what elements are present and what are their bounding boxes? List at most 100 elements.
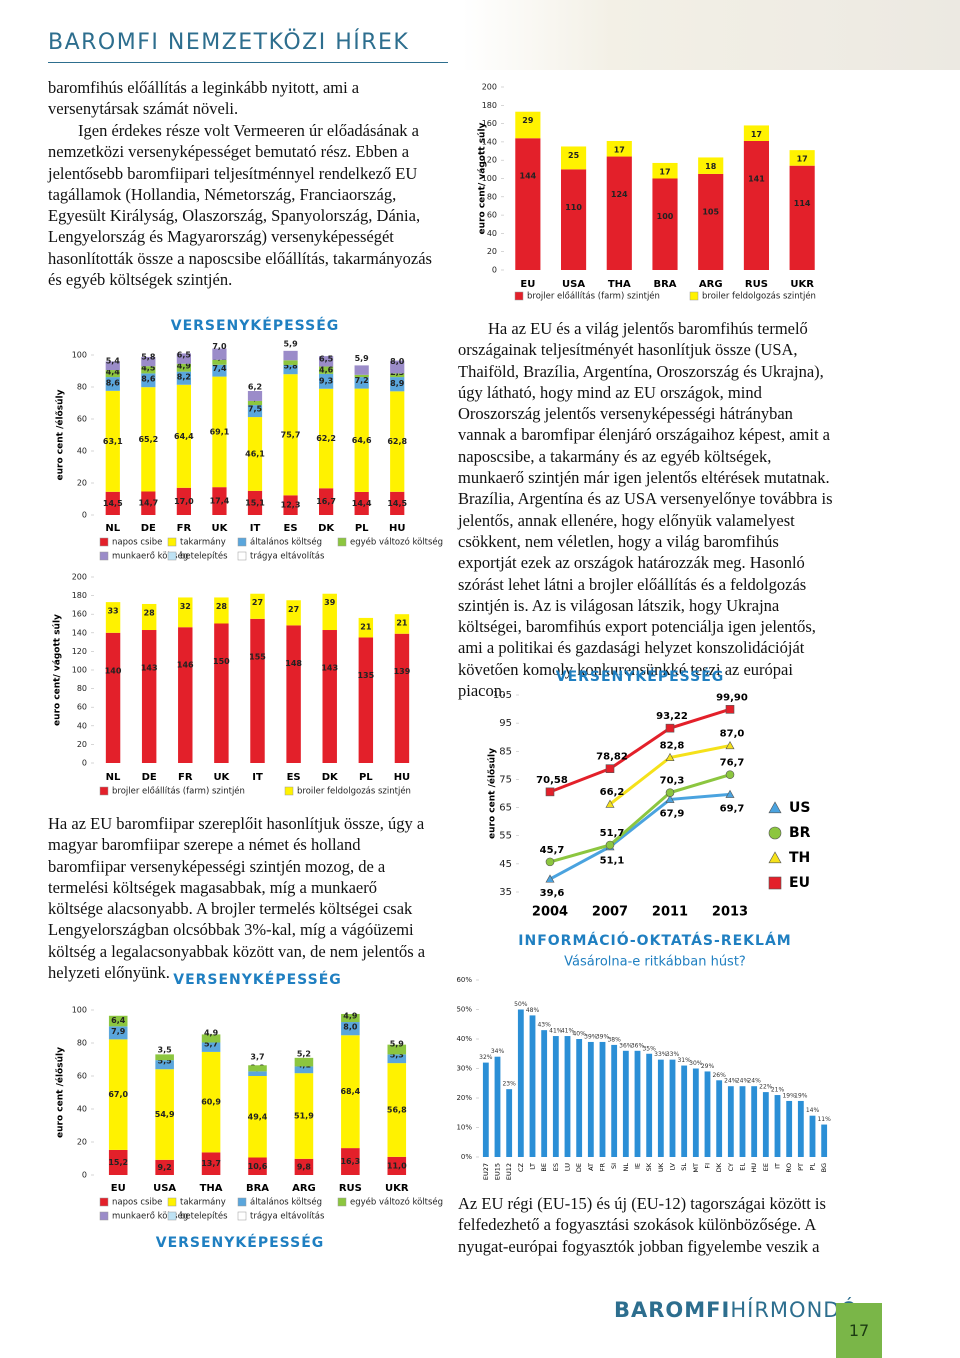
x-tick-label: NL	[622, 1163, 630, 1172]
bar-segment	[294, 1158, 314, 1175]
bar-segment	[652, 178, 678, 270]
value-label: 50%	[514, 1001, 528, 1008]
value-label: 7,4	[212, 364, 227, 373]
y-tick-label: 20	[77, 479, 87, 488]
value-label: 33%	[654, 1051, 668, 1058]
x-tick-label: DK	[322, 772, 339, 783]
value-label: 143	[141, 664, 158, 673]
bar	[786, 1100, 793, 1157]
legend-marker	[768, 801, 782, 814]
y-tick-label: 75	[499, 774, 512, 785]
legend-label: trágya eltávolítás	[250, 1212, 325, 1222]
value-label: 39%	[584, 1033, 598, 1040]
value-label: 19%	[782, 1092, 796, 1099]
x-tick-label: AT	[587, 1163, 595, 1171]
bar-segment	[212, 359, 227, 365]
bar	[576, 1039, 583, 1157]
x-tick-label: UK	[213, 772, 230, 783]
bar	[634, 1050, 641, 1157]
x-tick-label: HU	[389, 523, 406, 534]
y-tick-label: 55	[499, 831, 512, 842]
x-tick-label: EU15	[494, 1163, 502, 1180]
x-tick-label: UK	[212, 523, 229, 534]
bar	[611, 1044, 618, 1157]
value-label: 41%	[549, 1028, 563, 1035]
bar-segment	[322, 593, 337, 631]
y-tick-label: 160	[72, 610, 87, 619]
x-tick-label: MT	[692, 1163, 700, 1173]
x-tick-label: NL	[105, 523, 120, 534]
x-tick-label: EE	[762, 1163, 770, 1171]
value-label: 7,0	[212, 342, 227, 351]
bar-segment	[212, 364, 227, 377]
x-tick-label: EU12	[505, 1163, 513, 1180]
legend-label: takarmány	[180, 1198, 226, 1208]
x-tick-label: PT	[797, 1163, 805, 1171]
bar-segment	[248, 1157, 267, 1175]
bar	[506, 1089, 513, 1157]
bar-segment	[176, 384, 191, 488]
y-tick-label: 100	[72, 1006, 87, 1015]
value-label: 144	[520, 172, 537, 181]
y-tick-label: 65	[499, 803, 512, 814]
value-label: 18	[705, 162, 717, 171]
point	[725, 770, 735, 779]
bar-segment	[341, 1148, 360, 1175]
value-label: 14%	[806, 1107, 820, 1114]
bar	[716, 1080, 723, 1157]
x-tick-label: PL	[809, 1163, 817, 1171]
legend-swatch	[167, 537, 177, 547]
bar	[494, 1056, 501, 1157]
y-tick-label: 40	[77, 721, 87, 730]
bar-segment	[561, 169, 587, 270]
bar-segment	[341, 1035, 360, 1149]
value-label: 4,4	[106, 367, 121, 376]
chart-title: VERSENYKÉPESSÉG	[556, 668, 725, 685]
bar-segment	[176, 487, 191, 515]
value-label: 70,58	[536, 775, 568, 786]
legend-swatch	[514, 291, 524, 301]
y-tick-label: 100	[72, 666, 87, 675]
bar-segment	[141, 356, 156, 367]
value-label: 66,2	[600, 787, 625, 798]
value-label: 14,5	[387, 499, 407, 508]
bar-segment	[283, 360, 298, 365]
point	[665, 794, 675, 803]
bar-segment	[141, 630, 157, 763]
bar-segment	[390, 491, 405, 515]
bar-segment	[212, 348, 227, 360]
legend-swatch	[237, 551, 247, 561]
x-tick-label: DK	[715, 1162, 723, 1172]
value-label: 38%	[607, 1036, 621, 1043]
value-label: 14,7	[138, 499, 158, 508]
paragraph: Ha az EU baromfiipar szereplőit hasonlít…	[48, 814, 426, 983]
y-tick-label: 140	[482, 137, 497, 146]
value-label: 46,1	[245, 449, 265, 458]
legend-label: brojler előállítás (farm) szintjén	[112, 786, 245, 797]
bar-segment	[201, 1034, 221, 1043]
bar	[517, 1009, 524, 1157]
bar-segment	[108, 1149, 128, 1175]
x-tick-label: BE	[540, 1163, 548, 1172]
value-label: 29	[522, 116, 534, 125]
bar-segment	[319, 366, 334, 374]
bar-segment	[105, 390, 120, 492]
value-label: 21	[396, 619, 408, 628]
value-label: 51,9	[294, 1112, 314, 1121]
bar	[529, 1015, 536, 1157]
value-label: 69,1	[210, 427, 230, 436]
legend-label: broiler feldolgozás szintjén	[297, 786, 411, 797]
y-axis-label: euro cent /élősúly	[55, 1047, 66, 1138]
y-tick-label: 60	[487, 211, 497, 220]
x-tick-label: IT	[774, 1163, 782, 1169]
value-label: 6,4	[111, 1016, 126, 1025]
value-label: 124	[611, 190, 628, 199]
x-tick-label: 2013	[712, 905, 748, 920]
y-tick-label: 20	[487, 247, 497, 256]
value-label: 23%	[502, 1081, 516, 1088]
legend-label: napos csibe	[112, 538, 162, 548]
y-tick-label: 30%	[456, 1065, 472, 1073]
value-label: 7,2	[355, 376, 369, 385]
legend-label: trágya eltávolítás	[250, 552, 325, 562]
value-label: 17,4	[210, 497, 230, 506]
